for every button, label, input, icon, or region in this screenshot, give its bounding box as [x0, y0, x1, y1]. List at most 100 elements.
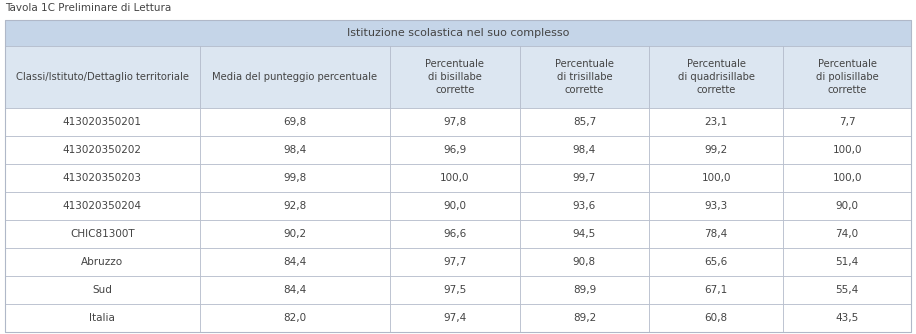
Bar — [519, 108, 649, 136]
Text: 93,6: 93,6 — [572, 201, 596, 211]
Text: 23,1: 23,1 — [704, 117, 728, 127]
Bar — [519, 46, 649, 108]
Text: Tavola 1C Preliminare di Lettura: Tavola 1C Preliminare di Lettura — [5, 3, 171, 13]
Bar — [390, 220, 519, 248]
Text: 7,7: 7,7 — [839, 117, 856, 127]
Text: Percentuale
di polisillabe
corrette: Percentuale di polisillabe corrette — [816, 59, 878, 95]
Bar — [519, 248, 649, 276]
Bar — [5, 164, 200, 192]
Bar — [649, 248, 783, 276]
Text: 92,8: 92,8 — [283, 201, 307, 211]
Bar — [519, 304, 649, 332]
Bar — [200, 220, 390, 248]
Text: 82,0: 82,0 — [283, 313, 307, 323]
Text: 60,8: 60,8 — [704, 313, 728, 323]
Text: 100,0: 100,0 — [833, 173, 862, 183]
Text: 99,8: 99,8 — [283, 173, 307, 183]
Text: Percentuale
di trisillabe
corrette: Percentuale di trisillabe corrette — [555, 59, 614, 95]
Text: 84,4: 84,4 — [283, 257, 307, 267]
Text: 98,4: 98,4 — [283, 145, 307, 155]
Bar — [390, 276, 519, 304]
Bar — [5, 248, 200, 276]
Text: 97,5: 97,5 — [443, 285, 466, 295]
Bar — [200, 136, 390, 164]
Bar — [5, 136, 200, 164]
Text: 97,4: 97,4 — [443, 313, 466, 323]
Bar — [783, 192, 911, 220]
Bar — [5, 20, 911, 46]
Text: 85,7: 85,7 — [572, 117, 596, 127]
Text: 78,4: 78,4 — [704, 229, 728, 239]
Bar — [390, 136, 519, 164]
Bar — [5, 304, 200, 332]
Text: 90,0: 90,0 — [835, 201, 858, 211]
Text: 97,8: 97,8 — [443, 117, 466, 127]
Text: 90,8: 90,8 — [572, 257, 596, 267]
Text: 43,5: 43,5 — [835, 313, 859, 323]
Bar — [5, 220, 200, 248]
Bar — [649, 192, 783, 220]
Text: 89,9: 89,9 — [572, 285, 596, 295]
Bar — [200, 248, 390, 276]
Bar — [200, 276, 390, 304]
Bar — [390, 46, 519, 108]
Bar — [390, 108, 519, 136]
Text: 413020350202: 413020350202 — [63, 145, 142, 155]
Text: 100,0: 100,0 — [833, 145, 862, 155]
Text: 90,0: 90,0 — [443, 201, 466, 211]
Text: Abruzzo: Abruzzo — [82, 257, 124, 267]
Bar — [649, 136, 783, 164]
Bar — [783, 136, 911, 164]
Bar — [519, 192, 649, 220]
Bar — [200, 108, 390, 136]
Bar — [5, 108, 200, 136]
Text: 413020350201: 413020350201 — [63, 117, 142, 127]
Text: 96,6: 96,6 — [443, 229, 466, 239]
Bar — [519, 220, 649, 248]
Bar — [783, 164, 911, 192]
Bar — [200, 304, 390, 332]
Text: 96,9: 96,9 — [443, 145, 466, 155]
Text: 413020350204: 413020350204 — [63, 201, 142, 211]
Text: Media del punteggio percentuale: Media del punteggio percentuale — [213, 72, 377, 82]
Bar — [783, 46, 911, 108]
Bar — [200, 192, 390, 220]
Text: 69,8: 69,8 — [283, 117, 307, 127]
Text: 65,6: 65,6 — [704, 257, 728, 267]
Bar — [519, 164, 649, 192]
Text: 84,4: 84,4 — [283, 285, 307, 295]
Text: 67,1: 67,1 — [704, 285, 728, 295]
Bar — [783, 108, 911, 136]
Bar — [649, 304, 783, 332]
Text: Percentuale
di bisillabe
corrette: Percentuale di bisillabe corrette — [425, 59, 485, 95]
Text: 100,0: 100,0 — [702, 173, 731, 183]
Text: 97,7: 97,7 — [443, 257, 466, 267]
Text: 51,4: 51,4 — [835, 257, 859, 267]
Text: 99,7: 99,7 — [572, 173, 596, 183]
Bar — [783, 248, 911, 276]
Text: 99,2: 99,2 — [704, 145, 728, 155]
Text: 100,0: 100,0 — [440, 173, 470, 183]
Text: 89,2: 89,2 — [572, 313, 596, 323]
Bar — [649, 220, 783, 248]
Bar — [649, 108, 783, 136]
Text: 94,5: 94,5 — [572, 229, 596, 239]
Text: Classi/Istituto/Dettaglio territoriale: Classi/Istituto/Dettaglio territoriale — [16, 72, 189, 82]
Bar — [783, 304, 911, 332]
Bar — [390, 192, 519, 220]
Bar — [200, 164, 390, 192]
Text: CHIC81300T: CHIC81300T — [71, 229, 135, 239]
Bar — [390, 304, 519, 332]
Text: 90,2: 90,2 — [283, 229, 307, 239]
Bar — [5, 192, 200, 220]
Text: 55,4: 55,4 — [835, 285, 859, 295]
Text: 98,4: 98,4 — [572, 145, 596, 155]
Bar — [519, 276, 649, 304]
Bar — [519, 136, 649, 164]
Text: 413020350203: 413020350203 — [63, 173, 142, 183]
Bar — [649, 46, 783, 108]
Bar — [649, 164, 783, 192]
Text: Istituzione scolastica nel suo complesso: Istituzione scolastica nel suo complesso — [347, 28, 569, 38]
Bar — [783, 276, 911, 304]
Bar — [783, 220, 911, 248]
